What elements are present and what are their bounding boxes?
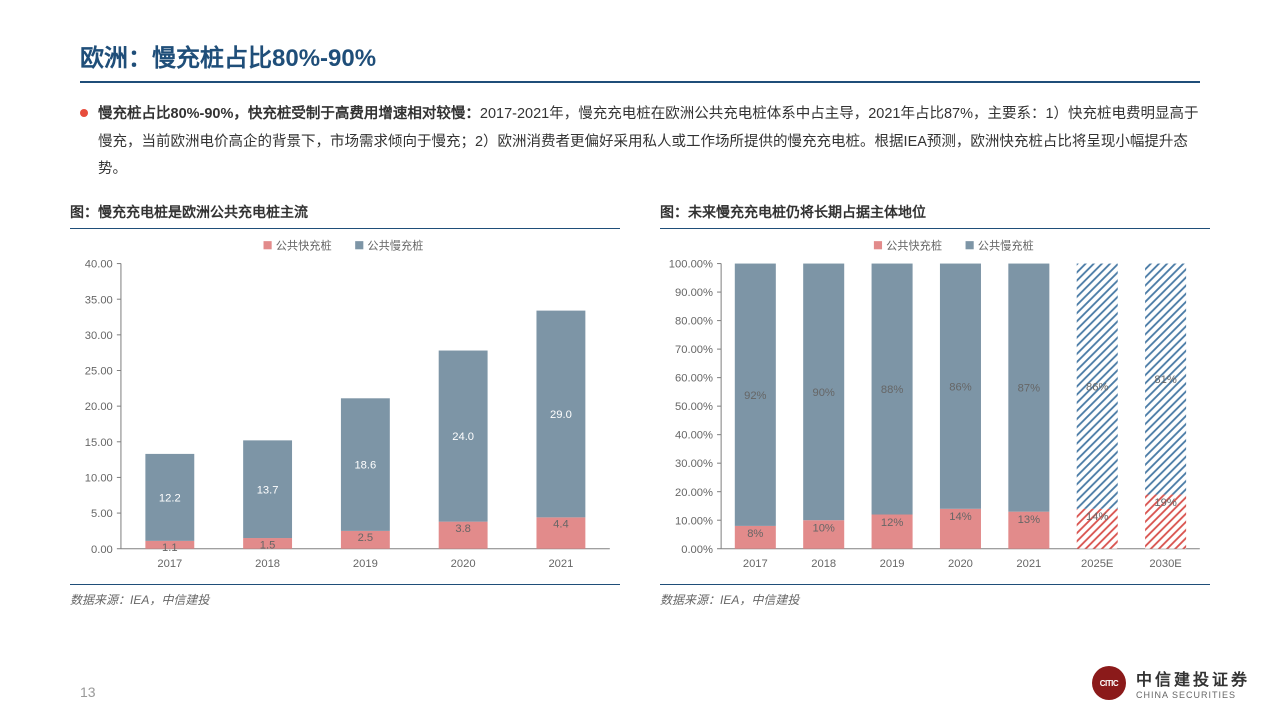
svg-text:4.4: 4.4 xyxy=(553,518,569,530)
svg-text:90%: 90% xyxy=(812,387,834,399)
svg-text:公共慢充桩: 公共慢充桩 xyxy=(978,238,1034,252)
chart2-title: 图：未来慢充充电桩仍将长期占据主体地位 xyxy=(660,202,1210,229)
logo-badge-icon: CITIC xyxy=(1092,666,1126,700)
logo-en: CHINA SECURITIES xyxy=(1136,690,1250,700)
svg-text:70.00%: 70.00% xyxy=(675,344,713,356)
bullet-icon xyxy=(80,109,88,117)
svg-text:14%: 14% xyxy=(949,511,971,523)
chart2-svg: 公共快充桩 公共慢充桩 0.00% 10.00% 20.00% 30.00% 40.00% 5… xyxy=(660,233,1210,579)
svg-text:2021: 2021 xyxy=(548,558,573,570)
chart1-block: 图：慢充充电桩是欧洲公共充电桩主流 公共快充桩 公共慢充桩 0.00 5.00 10.0… xyxy=(70,202,620,608)
svg-text:5.00: 5.00 xyxy=(91,508,113,520)
logo-text: 中信建投证券 CHINA SECURITIES xyxy=(1136,666,1250,700)
svg-text:8%: 8% xyxy=(747,528,763,540)
svg-text:19%: 19% xyxy=(1154,496,1176,508)
svg-text:81%: 81% xyxy=(1154,374,1176,386)
logo-cn: 中信建投证券 xyxy=(1136,666,1250,690)
svg-text:2025E: 2025E xyxy=(1081,558,1113,570)
svg-text:25.00: 25.00 xyxy=(85,365,113,377)
svg-text:80.00%: 80.00% xyxy=(675,315,713,327)
charts-row: 图：慢充充电桩是欧洲公共充电桩主流 公共快充桩 公共慢充桩 0.00 5.00 10.0… xyxy=(0,202,1280,608)
svg-text:2021: 2021 xyxy=(1016,558,1041,570)
svg-text:公共快充桩: 公共快充桩 xyxy=(886,238,942,252)
svg-text:公共快充桩: 公共快充桩 xyxy=(276,238,332,252)
svg-text:0.00%: 0.00% xyxy=(681,543,713,555)
svg-text:18.6: 18.6 xyxy=(354,459,376,471)
svg-text:2020: 2020 xyxy=(451,558,476,570)
svg-text:40.00: 40.00 xyxy=(85,258,113,270)
svg-text:公共慢充桩: 公共慢充桩 xyxy=(367,238,423,252)
chart2-source: 数据来源：IEA，中信建投 xyxy=(660,584,1210,608)
svg-text:30.00%: 30.00% xyxy=(675,458,713,470)
chart1-svg: 公共快充桩 公共慢充桩 0.00 5.00 10.00 15.00 20.00 25.00 30… xyxy=(70,233,620,579)
svg-text:15.00: 15.00 xyxy=(85,437,113,449)
svg-text:13.7: 13.7 xyxy=(257,484,279,496)
svg-text:88%: 88% xyxy=(881,384,903,396)
svg-text:87%: 87% xyxy=(1018,382,1040,394)
svg-text:2.5: 2.5 xyxy=(358,532,374,544)
footer: 13 CITIC 中信建投证券 CHINA SECURITIES xyxy=(80,666,1250,700)
chart1-source: 数据来源：IEA，中信建投 xyxy=(70,584,620,608)
svg-text:13%: 13% xyxy=(1018,514,1040,526)
page-title: 欧洲：慢充桩占比80%-90% xyxy=(0,0,1280,81)
svg-text:2017: 2017 xyxy=(157,558,182,570)
svg-text:1.5: 1.5 xyxy=(260,539,276,551)
svg-text:86%: 86% xyxy=(949,381,971,393)
svg-text:2018: 2018 xyxy=(811,558,836,570)
body-text: 慢充桩占比80%-90%，快充桩受制于高费用增速相对较慢：2017-2021年，… xyxy=(98,101,1200,184)
svg-text:92%: 92% xyxy=(744,389,766,401)
svg-text:2020: 2020 xyxy=(948,558,973,570)
svg-text:2030E: 2030E xyxy=(1149,558,1181,570)
svg-text:3.8: 3.8 xyxy=(455,523,471,535)
svg-text:20.00: 20.00 xyxy=(85,401,113,413)
svg-text:1.1: 1.1 xyxy=(162,542,178,554)
svg-text:60.00%: 60.00% xyxy=(675,372,713,384)
svg-text:10%: 10% xyxy=(812,522,834,534)
svg-text:12%: 12% xyxy=(881,516,903,528)
chart1-title: 图：慢充充电桩是欧洲公共充电桩主流 xyxy=(70,202,620,229)
svg-text:2019: 2019 xyxy=(880,558,905,570)
svg-text:14%: 14% xyxy=(1086,511,1108,523)
svg-text:86%: 86% xyxy=(1086,381,1108,393)
svg-text:90.00%: 90.00% xyxy=(675,287,713,299)
svg-text:35.00: 35.00 xyxy=(85,294,113,306)
svg-text:24.0: 24.0 xyxy=(452,431,474,443)
svg-text:40.00%: 40.00% xyxy=(675,429,713,441)
svg-text:10.00%: 10.00% xyxy=(675,515,713,527)
svg-text:2018: 2018 xyxy=(255,558,280,570)
svg-text:10.00: 10.00 xyxy=(85,472,113,484)
svg-text:50.00%: 50.00% xyxy=(675,401,713,413)
svg-text:100.00%: 100.00% xyxy=(669,258,713,270)
body-bold: 慢充桩占比80%-90%，快充桩受制于高费用增速相对较慢： xyxy=(98,106,480,122)
svg-text:0.00: 0.00 xyxy=(91,543,113,555)
svg-text:29.0: 29.0 xyxy=(550,409,572,421)
svg-text:2019: 2019 xyxy=(353,558,378,570)
svg-text:20.00%: 20.00% xyxy=(675,486,713,498)
svg-text:12.2: 12.2 xyxy=(159,492,181,504)
page-number: 13 xyxy=(80,684,96,700)
logo: CITIC 中信建投证券 CHINA SECURITIES xyxy=(1092,666,1250,700)
svg-text:2017: 2017 xyxy=(743,558,768,570)
chart2-block: 图：未来慢充充电桩仍将长期占据主体地位 公共快充桩 公共慢充桩 0.00% 10.00… xyxy=(660,202,1210,608)
title-underline xyxy=(80,81,1200,83)
svg-text:30.00: 30.00 xyxy=(85,330,113,342)
body-block: 慢充桩占比80%-90%，快充桩受制于高费用增速相对较慢：2017-2021年，… xyxy=(0,101,1280,202)
